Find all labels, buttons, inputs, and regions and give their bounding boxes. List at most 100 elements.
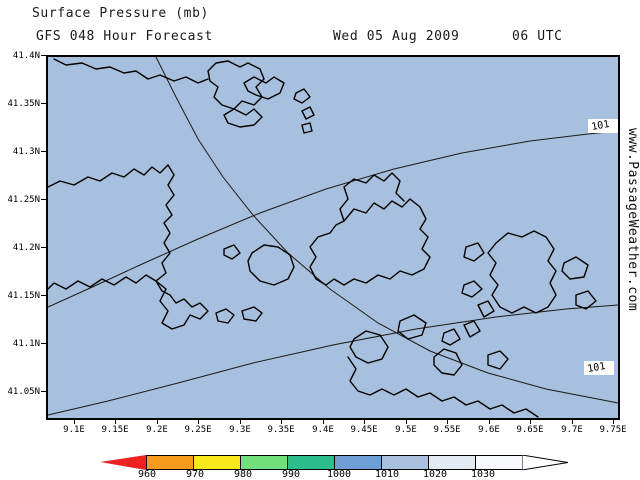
y-tick-label: 41.3N bbox=[12, 147, 40, 157]
isobar-label-bg-lower bbox=[584, 361, 614, 375]
y-tick-label: 41.35N bbox=[7, 99, 40, 109]
x-tick-label: 9.65E bbox=[516, 425, 544, 435]
coast-south-island-1 bbox=[349, 330, 389, 364]
isobar-lines bbox=[48, 57, 618, 416]
colorbar-tick-label: 1020 bbox=[422, 469, 448, 480]
forecast-label: GFS 048 Hour Forecast bbox=[36, 29, 213, 44]
coast-south-islet-a bbox=[441, 328, 461, 346]
y-tick-mark bbox=[41, 343, 46, 344]
map-plot-area[interactable]: 101 101 bbox=[46, 55, 620, 420]
x-tick-label: 9.75E bbox=[599, 425, 627, 435]
isobar-label-upper: 101 bbox=[591, 119, 611, 133]
x-tick-mark bbox=[198, 420, 199, 424]
x-tick-label: 9.55E bbox=[433, 425, 461, 435]
isobar-line-upper bbox=[155, 57, 618, 404]
coast-southeast-islet bbox=[487, 350, 509, 370]
pressure-colorbar[interactable]: 960 970 980 990 1000 1010 1020 1030 bbox=[0, 450, 640, 480]
x-tick-mark bbox=[364, 420, 365, 424]
x-tick-label: 9.15E bbox=[101, 425, 129, 435]
y-tick-mark bbox=[41, 247, 46, 248]
colorbar-block bbox=[147, 456, 194, 469]
colorbar-tick-label: 1000 bbox=[326, 469, 352, 480]
colorbar-block bbox=[335, 456, 382, 469]
coast-nw-mainland bbox=[53, 58, 209, 84]
isobar-label-group: 101 101 bbox=[584, 119, 618, 375]
coast-north-islet-c bbox=[301, 122, 313, 134]
coast-central-peninsula bbox=[155, 280, 209, 330]
y-tick-label: 41.1N bbox=[12, 339, 40, 349]
coast-strait-islet-2 bbox=[241, 306, 263, 322]
isobar-label-bg-upper bbox=[588, 119, 618, 133]
page-title: Surface Pressure (mb) bbox=[32, 6, 209, 21]
isobar-line-lower bbox=[48, 304, 618, 416]
colorbar-under-arrow bbox=[100, 455, 146, 470]
x-tick-mark bbox=[447, 420, 448, 424]
x-tick-mark bbox=[572, 420, 573, 424]
isobar-label-lower: 101 bbox=[587, 361, 607, 375]
y-tick-mark bbox=[41, 199, 46, 200]
y-tick-mark bbox=[41, 295, 46, 296]
x-tick-label: 9.1E bbox=[63, 425, 85, 435]
y-tick-label: 41.4N bbox=[12, 51, 40, 61]
colorbar-over-arrow bbox=[522, 455, 568, 470]
colorbar-block bbox=[241, 456, 288, 469]
y-tick-mark bbox=[41, 151, 46, 152]
coast-north-islet-b bbox=[301, 106, 315, 120]
colorbar-blocks bbox=[146, 455, 524, 470]
map-canvas: 101 101 bbox=[48, 57, 618, 418]
x-tick-mark bbox=[613, 420, 614, 424]
y-tick-label: 41.2N bbox=[12, 243, 40, 253]
colorbar-tick-label: 990 bbox=[281, 469, 301, 480]
x-tick-label: 9.7E bbox=[561, 425, 583, 435]
coast-southeast-trail bbox=[347, 356, 539, 418]
y-tick-mark bbox=[41, 55, 46, 56]
y-tick-label: 41.25N bbox=[7, 195, 40, 205]
x-tick-mark bbox=[281, 420, 282, 424]
x-tick-mark bbox=[406, 420, 407, 424]
colorbar-block bbox=[288, 456, 335, 469]
y-tick-mark bbox=[41, 103, 46, 104]
coast-north-island-3 bbox=[223, 108, 263, 128]
coast-east-islet-1 bbox=[463, 242, 485, 262]
colorbar-tick-label: 980 bbox=[233, 469, 253, 480]
colorbar-block bbox=[429, 456, 476, 469]
isobar-line-middle bbox=[48, 130, 618, 308]
coast-north-island-1 bbox=[207, 60, 265, 110]
x-tick-label: 9.3E bbox=[229, 425, 251, 435]
coast-small-islet-left bbox=[223, 244, 241, 260]
x-tick-mark bbox=[74, 420, 75, 424]
x-tick-mark bbox=[530, 420, 531, 424]
x-tick-mark bbox=[323, 420, 324, 424]
y-tick-label: 41.05N bbox=[7, 387, 40, 397]
y-tick-label: 41.15N bbox=[7, 291, 40, 301]
coast-central-island bbox=[247, 244, 295, 286]
x-tick-mark bbox=[157, 420, 158, 424]
forecast-cycle: 06 UTC bbox=[512, 29, 563, 44]
forecast-date: Wed 05 Aug 2009 bbox=[333, 29, 460, 44]
x-tick-mark bbox=[489, 420, 490, 424]
coast-east-islet-2 bbox=[461, 280, 483, 298]
colorbar-block bbox=[476, 456, 523, 469]
y-tick-mark bbox=[41, 391, 46, 392]
x-tick-label: 9.45E bbox=[350, 425, 378, 435]
x-tick-mark bbox=[115, 420, 116, 424]
colorbar-tick-label: 1010 bbox=[374, 469, 400, 480]
x-tick-label: 9.6E bbox=[478, 425, 500, 435]
colorbar-tick-label: 1030 bbox=[470, 469, 496, 480]
x-tick-label: 9.25E bbox=[184, 425, 212, 435]
coast-strait-islet-1 bbox=[215, 308, 235, 324]
coast-south-island-2 bbox=[397, 314, 427, 340]
chart-header: Surface Pressure (mb) GFS 048 Hour Forec… bbox=[0, 0, 640, 52]
coast-main-landmass bbox=[309, 198, 431, 286]
coastline-paths bbox=[48, 58, 597, 418]
x-tick-label: 9.4E bbox=[312, 425, 334, 435]
x-tick-label: 9.5E bbox=[395, 425, 417, 435]
x-tick-label: 9.2E bbox=[146, 425, 168, 435]
coast-east-island bbox=[487, 230, 557, 314]
x-tick-label: 9.35E bbox=[267, 425, 295, 435]
coast-north-islet-a bbox=[293, 88, 311, 104]
coast-east-islet-3 bbox=[477, 300, 495, 318]
coast-north-island-2 bbox=[243, 76, 285, 100]
coast-far-east-islet-1 bbox=[561, 256, 589, 280]
coast-far-east-islet-2 bbox=[575, 290, 597, 310]
